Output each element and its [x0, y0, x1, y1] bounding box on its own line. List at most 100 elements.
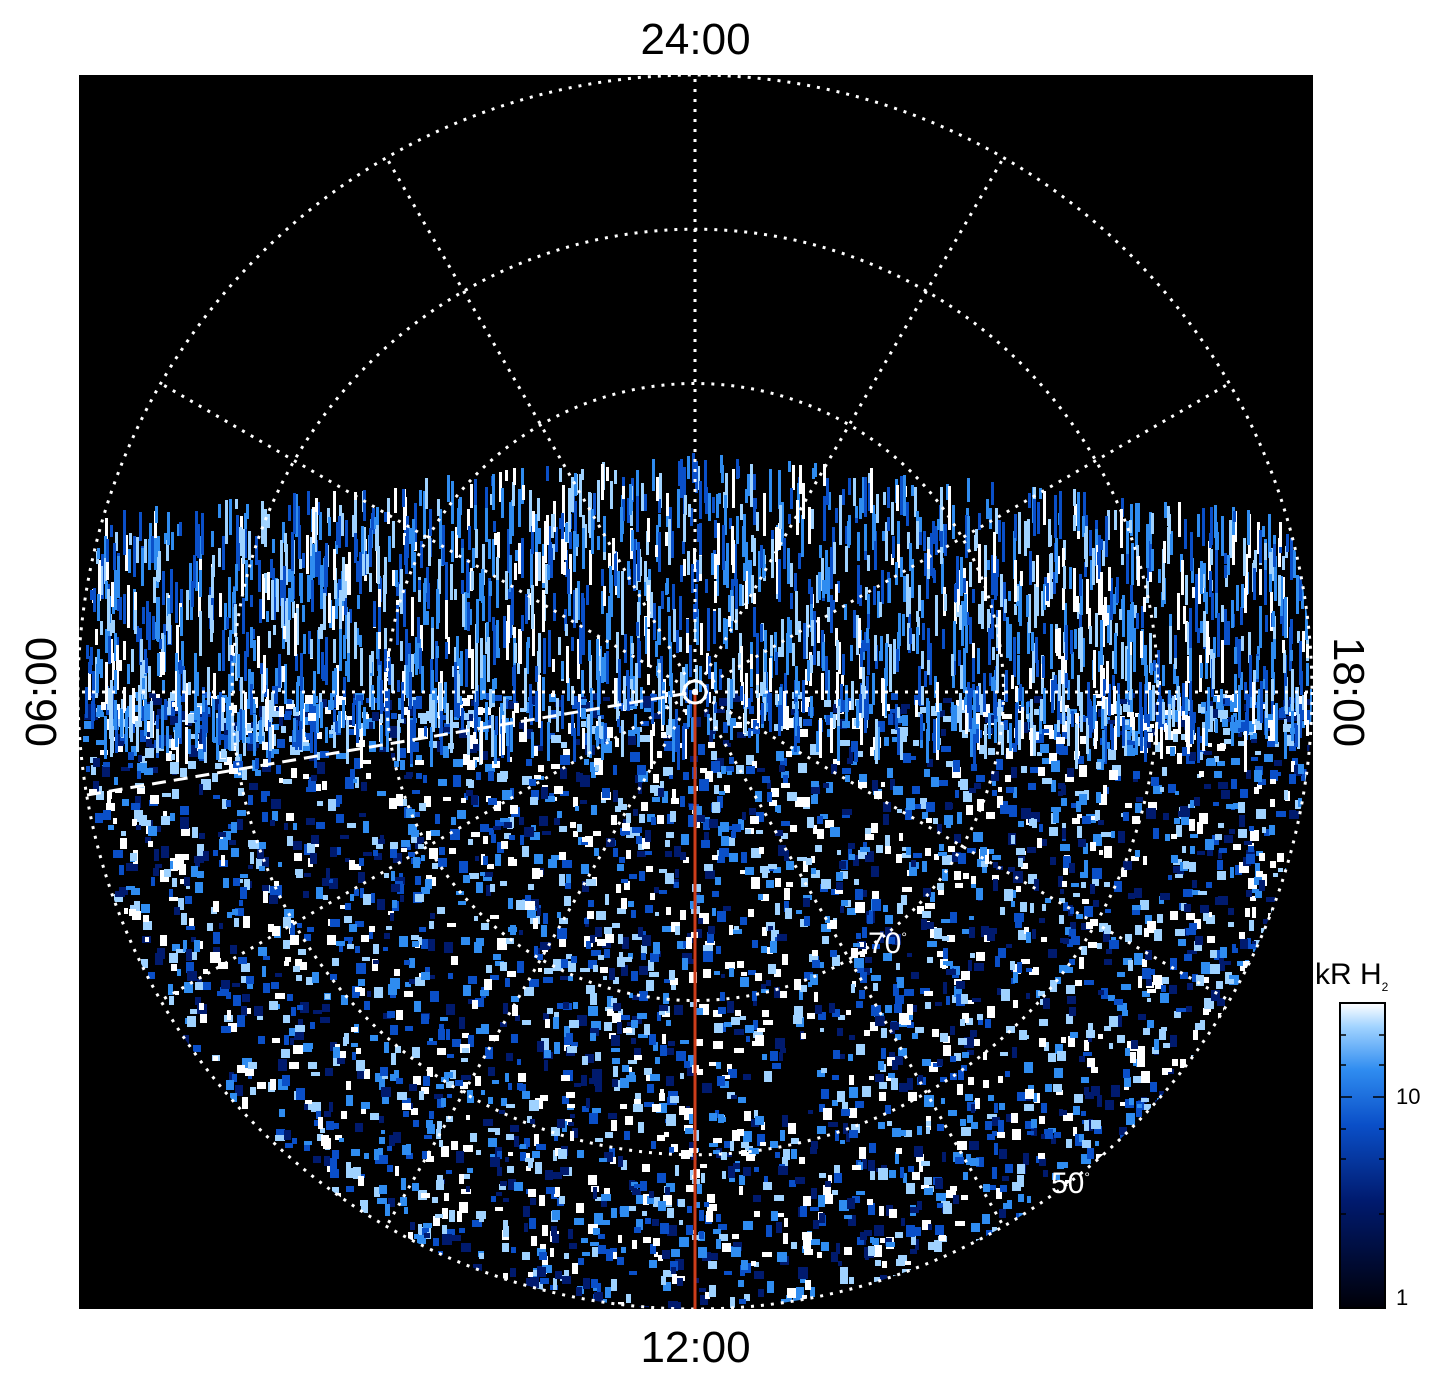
emission-pixel: [611, 1048, 620, 1052]
emission-pixel: [154, 849, 159, 861]
emission-pixel: [184, 982, 193, 993]
emission-pixel: [305, 695, 315, 706]
emission-streak: [1185, 703, 1188, 742]
emission-pixel: [680, 1040, 689, 1044]
emission-streak: [468, 635, 471, 658]
emission-pixel: [1070, 907, 1074, 914]
emission-pixel: [446, 1081, 454, 1088]
emission-pixel: [353, 1167, 361, 1179]
emission-pixel: [554, 1042, 560, 1054]
emission-pixel: [966, 1018, 973, 1025]
emission-pixel: [1155, 742, 1161, 752]
emission-pixel: [762, 927, 767, 936]
emission-pixel: [379, 1116, 384, 1123]
emission-pixel: [734, 926, 739, 930]
emission-pixel: [377, 791, 386, 796]
emission-pixel: [316, 887, 323, 899]
emission-streak: [1167, 527, 1170, 564]
emission-pixel: [1141, 1098, 1149, 1102]
emission-pixel: [925, 848, 931, 856]
emission-streak: [923, 531, 926, 551]
emission-pixel: [1072, 818, 1080, 824]
emission-streak: [624, 634, 627, 663]
emission-pixel: [823, 783, 829, 788]
emission-pixel: [1104, 1026, 1111, 1031]
emission-pixel: [1256, 809, 1266, 819]
emission-pixel: [340, 1051, 346, 1058]
emission-pixel: [505, 1157, 509, 1162]
emission-pixel: [571, 956, 577, 963]
emission-pixel: [404, 991, 413, 997]
emission-pixel: [292, 1138, 297, 1144]
emission-pixel: [351, 1027, 358, 1032]
emission-streak: [750, 654, 753, 669]
emission-pixel: [1160, 893, 1170, 900]
emission-pixel: [462, 1174, 470, 1179]
emission-pixel: [742, 694, 747, 699]
emission-streak: [123, 687, 126, 713]
emission-pixel: [238, 957, 247, 964]
emission-pixel: [1170, 747, 1175, 756]
emission-pixel: [427, 1041, 437, 1045]
emission-pixel: [466, 1115, 470, 1120]
emission-pixel: [289, 1028, 295, 1036]
emission-pixel: [1017, 962, 1022, 973]
emission-pixel: [373, 850, 378, 856]
emission-pixel: [403, 707, 408, 715]
emission-pixel: [296, 975, 302, 981]
emission-pixel: [479, 1253, 484, 1259]
emission-pixel: [859, 1147, 866, 1159]
emission-pixel: [336, 795, 342, 804]
emission-pixel: [1065, 927, 1071, 935]
emission-pixel: [611, 998, 617, 1006]
emission-streak: [621, 587, 624, 631]
emission-pixel: [393, 853, 402, 863]
emission-pixel: [229, 1072, 234, 1081]
emission-pixel: [885, 915, 893, 924]
emission-pixel: [274, 881, 279, 886]
emission-pixel: [669, 970, 675, 980]
emission-pixel: [422, 1151, 427, 1159]
emission-streak: [914, 487, 917, 517]
emission-pixel: [1081, 1111, 1086, 1116]
emission-pixel: [589, 1113, 598, 1124]
emission-pixel: [582, 881, 589, 892]
emission-pixel: [1176, 825, 1182, 837]
emission-streak: [188, 682, 191, 695]
emission-pixel: [868, 1246, 875, 1256]
emission-pixel: [416, 773, 422, 779]
emission-pixel: [1154, 929, 1162, 941]
emission-pixel: [156, 826, 161, 832]
emission-pixel: [869, 910, 873, 919]
emission-pixel: [930, 892, 935, 902]
emission-streak: [884, 668, 887, 710]
emission-pixel: [170, 762, 179, 774]
emission-pixel: [333, 1047, 340, 1058]
emission-pixel: [836, 872, 843, 881]
emission-streak: [1244, 588, 1247, 613]
emission-pixel: [1105, 909, 1111, 913]
emission-streak: [543, 638, 546, 674]
emission-pixel: [1213, 696, 1217, 702]
emission-pixel: [839, 861, 846, 869]
emission-pixel: [758, 1289, 764, 1297]
emission-pixel: [727, 1001, 734, 1013]
emission-streak: [847, 521, 850, 548]
emission-pixel: [828, 1122, 838, 1127]
emission-pixel: [531, 1236, 537, 1246]
emission-streak: [144, 670, 147, 706]
emission-pixel: [284, 1130, 291, 1140]
emission-pixel: [397, 1092, 407, 1100]
emission-pixel: [539, 816, 548, 826]
emission-pixel: [1106, 949, 1112, 954]
emission-pixel: [941, 919, 950, 923]
emission-pixel: [1093, 900, 1099, 907]
emission-pixel: [543, 913, 548, 924]
emission-pixel: [762, 1252, 772, 1257]
emission-pixel: [444, 1072, 453, 1078]
emission-pixel: [843, 1123, 848, 1134]
emission-pixel: [1011, 890, 1016, 898]
emission-pixel: [503, 1003, 508, 1014]
emission-pixel: [495, 1128, 500, 1135]
emission-pixel: [605, 1132, 613, 1138]
